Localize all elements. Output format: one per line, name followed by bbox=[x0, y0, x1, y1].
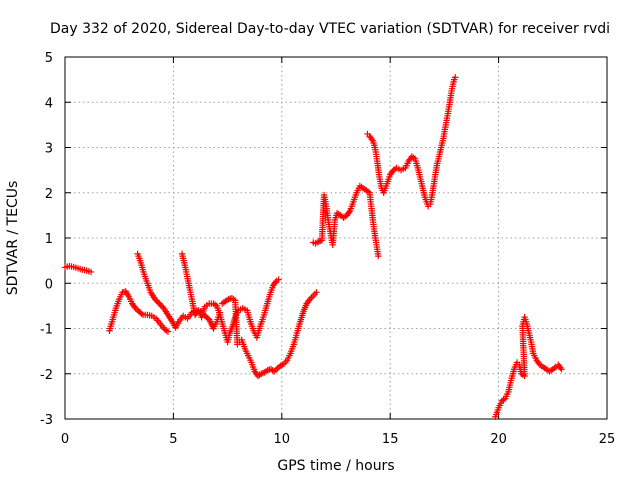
data-point bbox=[164, 328, 172, 335]
x-tick-label: 0 bbox=[61, 432, 69, 447]
data-point bbox=[151, 295, 159, 303]
y-tick-label: -3 bbox=[40, 413, 53, 428]
y-tick-label: 5 bbox=[45, 51, 53, 66]
data-point bbox=[345, 209, 353, 216]
x-tick-label: 10 bbox=[274, 432, 291, 447]
series-seg7 bbox=[364, 74, 459, 210]
data-point bbox=[557, 364, 564, 371]
y-tick-label: 1 bbox=[45, 232, 53, 247]
y-tick-label: -1 bbox=[40, 323, 53, 338]
x-tick-label: 25 bbox=[599, 432, 616, 447]
data-point bbox=[272, 279, 279, 286]
data-point bbox=[87, 268, 95, 276]
series-seg5 bbox=[218, 289, 320, 380]
data-point bbox=[375, 252, 382, 260]
y-tick-label: 3 bbox=[45, 142, 53, 157]
data-point bbox=[138, 310, 145, 317]
data-point bbox=[158, 303, 166, 310]
y-tick-label: 4 bbox=[45, 96, 53, 111]
data-point bbox=[157, 301, 164, 309]
data-point bbox=[272, 366, 280, 374]
chart-title: Day 332 of 2020, Sidereal Day-to-day VTE… bbox=[50, 21, 610, 37]
x-axis-label: GPS time / hours bbox=[277, 458, 394, 474]
series-seg6 bbox=[310, 182, 382, 260]
data-point bbox=[156, 300, 163, 307]
x-tick-label: 20 bbox=[490, 432, 507, 447]
data-point bbox=[153, 297, 160, 304]
data-point bbox=[558, 366, 565, 373]
x-tick-label: 15 bbox=[382, 432, 399, 447]
axis-ticks: 0 5 10 15 20 25 -3 -2 -1 0 1 2 3 4 5 bbox=[40, 51, 615, 447]
y-tick-label: 2 bbox=[45, 187, 53, 202]
data-point bbox=[368, 136, 375, 143]
x-tick-label: 5 bbox=[169, 432, 177, 447]
series-seg8 bbox=[492, 313, 565, 420]
series-seg2 bbox=[106, 288, 172, 335]
y-tick-label: -2 bbox=[40, 368, 53, 383]
data-point bbox=[154, 298, 162, 306]
data-point bbox=[452, 74, 459, 81]
data-point bbox=[275, 276, 282, 283]
series-seg3 bbox=[134, 250, 224, 332]
y-axis-label: SDTVAR / TECUs bbox=[5, 181, 21, 296]
series-seg1 bbox=[61, 262, 95, 276]
data-points bbox=[61, 74, 565, 420]
series-seg4 bbox=[178, 250, 282, 346]
y-tick-label: 0 bbox=[45, 277, 53, 292]
data-point bbox=[313, 289, 320, 296]
